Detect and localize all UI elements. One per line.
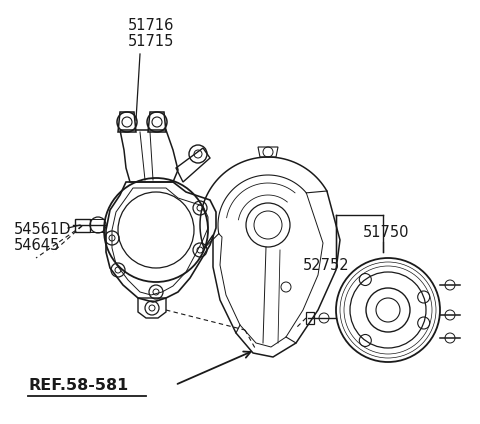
Text: 51750: 51750: [363, 225, 409, 240]
Text: REF.58-581: REF.58-581: [28, 378, 128, 393]
Text: 54561D: 54561D: [14, 222, 72, 237]
Text: 52752: 52752: [303, 258, 349, 273]
Text: 51716: 51716: [128, 18, 174, 33]
Text: 51715: 51715: [128, 34, 174, 49]
Text: 54645: 54645: [14, 238, 60, 253]
